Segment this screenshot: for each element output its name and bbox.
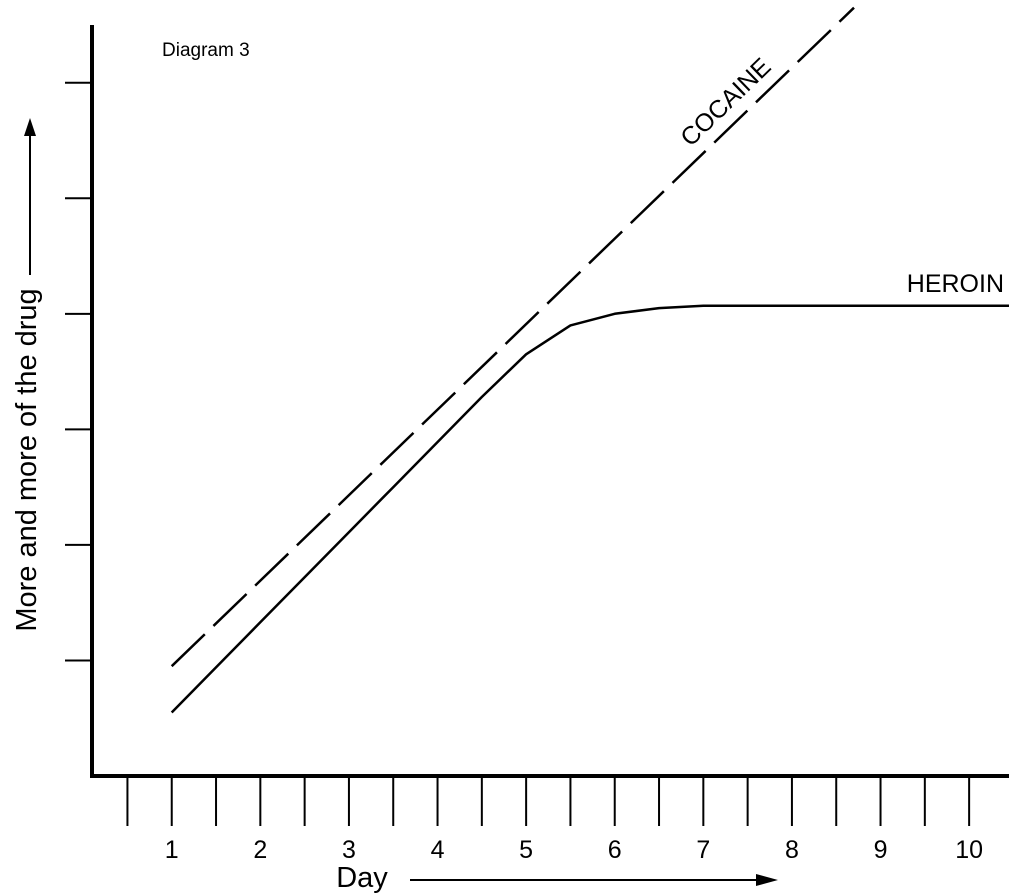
series-line-heroin xyxy=(170,304,1009,714)
series-label-cocaine: COCAINE xyxy=(675,53,776,152)
y-axis-label: More and more of the drug xyxy=(11,288,43,631)
x-tick-label-7: 7 xyxy=(696,836,710,864)
x-tick-label-6: 6 xyxy=(608,836,622,864)
x-tick-label-2: 2 xyxy=(253,836,267,864)
x-tick-label-10: 10 xyxy=(955,836,983,864)
x-ticks xyxy=(126,778,971,826)
x-tick-label-3: 3 xyxy=(342,836,356,864)
x-tick-label-4: 4 xyxy=(431,836,445,864)
series-line-cocaine xyxy=(170,6,855,668)
series-labels: COCAINE HEROIN xyxy=(675,53,1004,298)
x-tick-labels: 1 2 3 4 5 6 7 8 9 10 xyxy=(165,836,983,864)
y-axis-arrow-icon xyxy=(24,118,36,136)
x-tick-label-8: 8 xyxy=(785,836,799,864)
x-axis-label: Day xyxy=(336,862,388,894)
x-tick-label-5: 5 xyxy=(519,836,533,864)
x-tick-label-1: 1 xyxy=(165,836,179,864)
x-axis-arrow-icon xyxy=(756,874,778,886)
x-tick-label-9: 9 xyxy=(874,836,888,864)
y-ticks xyxy=(65,81,92,662)
series-layer xyxy=(170,6,1009,714)
chart-title: Diagram 3 xyxy=(162,40,250,61)
series-label-heroin: HEROIN xyxy=(907,270,1004,298)
